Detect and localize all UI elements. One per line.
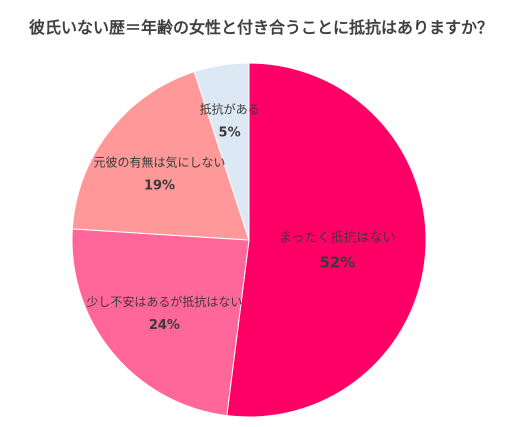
- pie-slice: [226, 62, 427, 418]
- slice-label: 抵抗がある: [200, 102, 260, 117]
- slice-value-label: 5%: [219, 126, 241, 141]
- pie-slice: [71, 228, 250, 417]
- slice-label: 元彼の有無は気にしない: [93, 155, 225, 170]
- pie-slice: [71, 71, 250, 241]
- slice-label-group: 少し不安はあるが抵抗はない 24%: [86, 294, 242, 333]
- slice-value-label: 19%: [144, 179, 175, 194]
- slice-value-label: 52%: [319, 254, 355, 272]
- slice-label-group: まったく抵抗はない 52%: [279, 231, 395, 272]
- slice-label: 少し不安はあるが抵抗はない: [86, 294, 242, 309]
- slice-label-group: 抵抗がある 5%: [200, 102, 260, 141]
- slice-label-group: 元彼の有無は気にしない 19%: [93, 155, 225, 194]
- slice-value-label: 24%: [149, 318, 180, 333]
- slice-label: まったく抵抗はない: [279, 231, 395, 246]
- pie-slice: [193, 62, 250, 241]
- chart-title: 彼氏いない歴＝年齢の女性と付き合うことに抵抗はありますか？: [28, 18, 493, 37]
